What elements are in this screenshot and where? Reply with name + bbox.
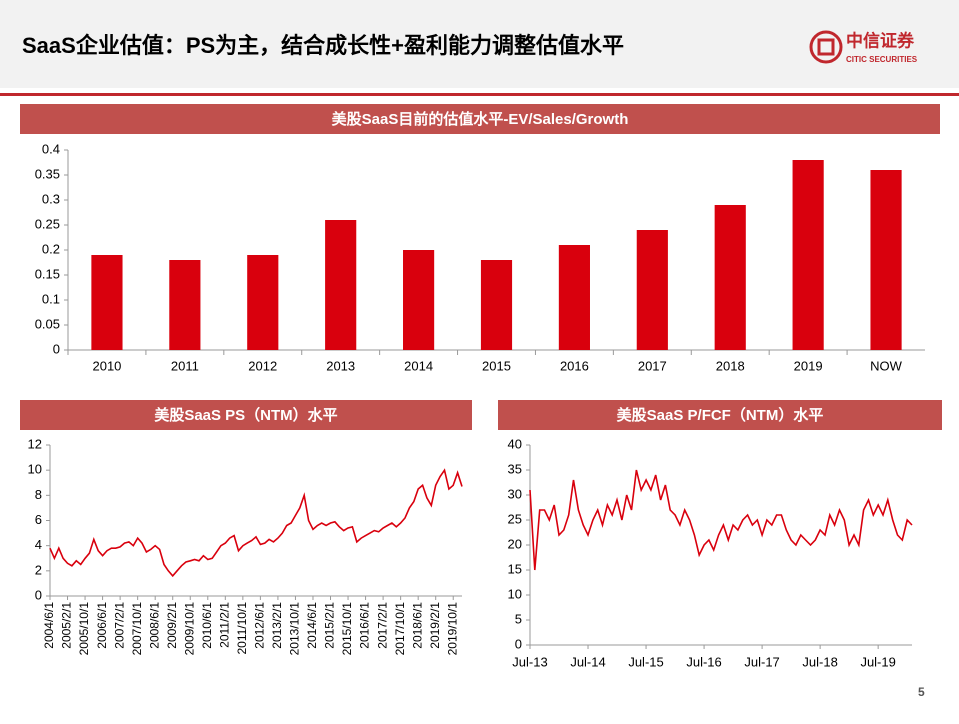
logo-en: CITIC SECURITIES	[846, 55, 918, 64]
logo-icon-inner	[817, 38, 835, 56]
bar	[792, 160, 824, 350]
x-tick-label: 2007/10/1	[130, 602, 144, 656]
x-tick-label: 2016/6/1	[358, 602, 372, 649]
y-tick-label: 0.2	[42, 241, 60, 256]
x-tick-label: 2017	[638, 358, 667, 373]
x-tick-label: 2005/10/1	[77, 602, 91, 656]
y-tick-label: 0.15	[35, 266, 60, 281]
x-tick-label: 2011/2/1	[217, 602, 231, 648]
y-tick-label: 0	[53, 341, 60, 356]
x-tick-label: 2015/10/1	[340, 602, 354, 656]
x-tick-label: Jul-16	[686, 654, 721, 669]
y-tick-label: 10	[28, 462, 42, 477]
x-tick-label: 2012	[248, 358, 277, 373]
y-tick-label: 12	[28, 436, 42, 451]
logo: 中信证券 CITIC SECURITIES	[809, 30, 918, 64]
x-tick-label: 2013/10/1	[288, 602, 302, 656]
x-tick-label: Jul-17	[744, 654, 779, 669]
bar	[169, 260, 201, 350]
y-tick-label: 4	[35, 537, 42, 552]
x-tick-label: 2010/6/1	[200, 602, 214, 649]
x-tick-label: 2013	[326, 358, 355, 373]
y-tick-label: 0.05	[35, 316, 60, 331]
x-tick-label: 2019/2/1	[428, 602, 442, 649]
bar	[480, 260, 513, 350]
logo-icon	[809, 30, 843, 64]
bar	[247, 255, 279, 350]
bar	[403, 250, 435, 350]
chart-header	[20, 400, 472, 430]
x-tick-label: 2019/10/1	[445, 602, 459, 656]
slide-title: SaaS企业估值：PS为主，结合成长性+盈利能力调整估值水平	[22, 33, 624, 58]
chart-title: 美股SaaS PS（NTM）水平	[154, 406, 337, 424]
y-tick-label: 0.35	[35, 166, 60, 181]
x-tick-label: 2019	[794, 358, 823, 373]
y-tick-label: 0.1	[42, 291, 60, 306]
x-tick-label: 2011/10/1	[235, 602, 249, 655]
x-tick-label: 2013/2/1	[270, 602, 284, 649]
line-series	[529, 469, 913, 571]
bar	[870, 170, 902, 350]
y-tick-label: 0.3	[42, 191, 60, 206]
chart-header	[20, 104, 940, 134]
bar	[91, 255, 123, 350]
chart-header	[498, 400, 942, 430]
page-number: 5	[918, 685, 925, 699]
x-tick-label: Jul-19	[860, 654, 895, 669]
x-tick-label: Jul-14	[570, 654, 605, 669]
chart-title: 美股SaaS P/FCF（NTM）水平	[617, 406, 824, 424]
x-tick-label: 2009/2/1	[165, 602, 179, 649]
x-tick-label: 2012/6/1	[253, 602, 267, 649]
line-series	[49, 468, 463, 578]
x-tick-label: NOW	[870, 358, 903, 373]
chart-title: 美股SaaS目前的估值水平-EV/Sales/Growth	[332, 110, 629, 128]
header-rule	[0, 93, 959, 96]
x-tick-label: 2004/6/1	[42, 602, 56, 649]
y-tick-label: 8	[35, 487, 42, 502]
y-tick-label: 10	[508, 586, 522, 601]
x-tick-label: 2014	[404, 358, 433, 373]
y-tick-label: 25	[508, 511, 522, 526]
y-tick-label: 5	[515, 611, 522, 626]
x-tick-label: 2008/6/1	[147, 602, 161, 649]
x-tick-label: 2015/2/1	[323, 602, 337, 649]
x-tick-label: 2010	[92, 358, 121, 373]
x-tick-label: 2005/2/1	[60, 602, 74, 649]
x-tick-label: 2018	[716, 358, 745, 373]
x-tick-label: 2009/10/1	[182, 602, 196, 656]
y-tick-label: 30	[508, 486, 522, 501]
y-tick-label: 0	[35, 587, 42, 602]
x-tick-label: 2007/2/1	[112, 602, 126, 649]
x-tick-label: 2018/6/1	[410, 602, 424, 649]
x-tick-label: Jul-15	[628, 654, 663, 669]
x-tick-label: 2017/10/1	[393, 602, 407, 656]
y-tick-label: 20	[508, 536, 522, 551]
x-tick-label: 2015	[482, 358, 511, 373]
y-tick-label: 40	[508, 436, 522, 451]
bar	[558, 245, 590, 350]
y-tick-label: 0.25	[35, 216, 60, 231]
bar	[325, 220, 357, 350]
x-tick-label: 2011	[171, 358, 199, 373]
bar	[714, 205, 746, 350]
y-tick-label: 0	[515, 636, 522, 651]
x-tick-label: 2016	[560, 358, 589, 373]
x-tick-label: 2017/2/1	[375, 602, 389, 649]
y-tick-label: 0.4	[42, 141, 60, 156]
logo-cn: 中信证券	[846, 30, 915, 50]
y-tick-label: 15	[508, 561, 522, 576]
y-tick-label: 35	[508, 461, 522, 476]
x-tick-label: Jul-13	[512, 654, 547, 669]
x-tick-label: Jul-18	[802, 654, 837, 669]
x-tick-label: 2006/6/1	[95, 602, 109, 649]
bar	[636, 230, 668, 350]
header-band	[0, 0, 959, 88]
y-tick-label: 6	[35, 512, 42, 527]
x-tick-label: 2014/6/1	[305, 602, 319, 649]
y-tick-label: 2	[35, 562, 42, 577]
